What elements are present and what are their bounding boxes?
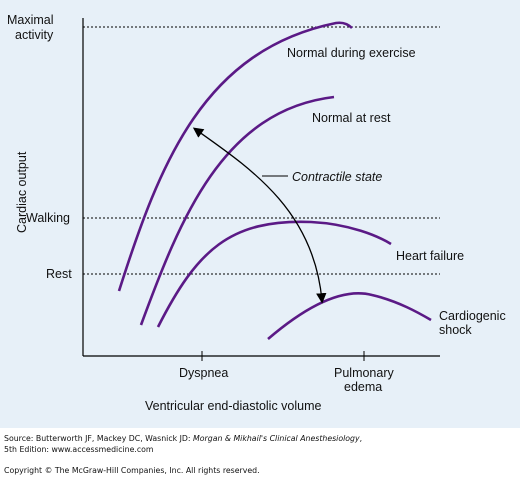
x-tick-label-dyspnea: Dyspnea bbox=[179, 366, 228, 380]
y-axis-title: Cardiac output bbox=[15, 151, 29, 233]
label-heart-failure: Heart failure bbox=[396, 249, 464, 263]
label-cardiogenic-shock-line2: shock bbox=[439, 323, 472, 337]
series-cardiogenic-shock bbox=[267, 292, 432, 340]
source-edition-line: 5th Edition: www.accessmedicine.com bbox=[4, 444, 154, 454]
rest-label: Rest bbox=[46, 267, 72, 281]
walking-label: Walking bbox=[26, 211, 70, 225]
source-prefix: Source: Butterworth JF, Mackey DC, Wasni… bbox=[4, 434, 194, 443]
source-citation: Source: Butterworth JF, Mackey DC, Wasni… bbox=[4, 434, 516, 455]
source-suffix: , bbox=[359, 434, 363, 443]
cardiac-output-chart: Maximal activity Walking Rest Cardiac ou… bbox=[7, 13, 506, 413]
x-tick-label-pulmonary-line1: Pulmonary bbox=[334, 366, 394, 380]
copyright-notice: Copyright © The McGraw-Hill Companies, I… bbox=[4, 466, 260, 475]
contractile-state-arrow bbox=[192, 127, 327, 304]
label-normal-during-exercise: Normal during exercise bbox=[287, 46, 416, 60]
maximal-activity-label-line2: activity bbox=[15, 28, 54, 42]
book-title: Morgan & Mikhail's Clinical Anesthesiolo… bbox=[193, 434, 360, 443]
maximal-activity-label-line1: Maximal bbox=[7, 13, 54, 27]
label-normal-at-rest: Normal at rest bbox=[312, 111, 391, 125]
x-tick-label-pulmonary-line2: edema bbox=[344, 380, 382, 394]
series-normal-during-exercise bbox=[117, 21, 353, 292]
series-normal-at-rest bbox=[139, 95, 335, 326]
label-contractile-state: Contractile state bbox=[292, 170, 382, 184]
label-cardiogenic-shock-line1: Cardiogenic bbox=[439, 309, 506, 323]
x-axis-title: Ventricular end-diastolic volume bbox=[145, 399, 322, 413]
